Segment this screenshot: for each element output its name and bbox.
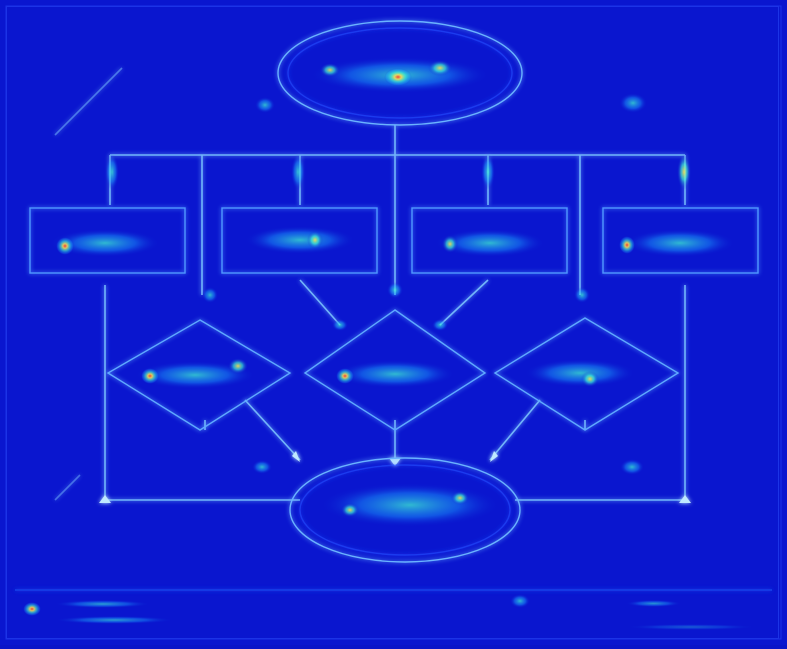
process-node-3 bbox=[411, 207, 568, 274]
edge-decor-top-left bbox=[54, 67, 123, 136]
heat-d1-warm bbox=[228, 358, 248, 374]
legend-item-2-heat bbox=[55, 616, 173, 624]
heat-junction-d2-right bbox=[432, 319, 448, 331]
heat-d1-band bbox=[135, 361, 255, 389]
heat-start-warm bbox=[428, 60, 452, 76]
edge-d3-end bbox=[489, 399, 541, 461]
heat-p1-band bbox=[50, 229, 160, 257]
arrowhead-right bbox=[679, 495, 691, 503]
footer-center-heat bbox=[510, 594, 530, 608]
edge-p2-d2 bbox=[299, 279, 341, 326]
heat-junction-d2-left bbox=[332, 319, 348, 331]
end-node bbox=[289, 457, 521, 563]
heat-p4-peak bbox=[619, 236, 635, 254]
heat-junction-right bbox=[574, 287, 590, 303]
arrowhead-d3-end bbox=[490, 451, 498, 462]
heat-edge-label-4 bbox=[677, 154, 691, 190]
heat-corner-bottom-left bbox=[252, 460, 272, 474]
heat-d2-peak bbox=[336, 368, 354, 384]
footer-right-bottom-heat bbox=[626, 624, 756, 630]
heat-p3-warm bbox=[442, 235, 458, 253]
heat-corner-bottom-right bbox=[620, 459, 644, 475]
heat-d3-band bbox=[525, 359, 635, 387]
legend bbox=[23, 594, 756, 630]
heat-d1-peak bbox=[141, 368, 159, 384]
heat-start-warm-2 bbox=[320, 63, 340, 77]
decision-node-1 bbox=[106, 319, 292, 431]
end-node-inner bbox=[299, 464, 511, 556]
edge-decor-bottom-left bbox=[54, 474, 81, 501]
heat-edge-label-3 bbox=[481, 154, 495, 190]
page-frame bbox=[5, 5, 782, 640]
process-node-4 bbox=[602, 207, 759, 274]
heat-corner-top-right bbox=[619, 93, 647, 113]
heat-p2-warm bbox=[307, 231, 323, 249]
heat-p3-band bbox=[435, 229, 545, 257]
arrowhead-left bbox=[99, 495, 111, 503]
footer-right-top-heat bbox=[626, 600, 681, 607]
heat-d3-warm bbox=[581, 371, 599, 387]
edge-p3-d2 bbox=[439, 279, 489, 326]
start-node bbox=[277, 20, 523, 126]
decision-node-3 bbox=[493, 317, 680, 431]
heat-p1-peak bbox=[56, 237, 74, 255]
heat-layer bbox=[50, 57, 735, 527]
start-node-inner bbox=[287, 27, 513, 119]
process-node-1 bbox=[29, 207, 186, 274]
heat-junction-left bbox=[202, 287, 218, 303]
heat-corner-top-left bbox=[255, 97, 275, 113]
arrowhead-center bbox=[389, 458, 401, 466]
heat-start-peak bbox=[384, 68, 412, 86]
heat-edge-label-2 bbox=[291, 154, 305, 190]
decision-node-2 bbox=[303, 309, 487, 431]
heat-edge-label-1 bbox=[105, 154, 119, 190]
heat-d2-band bbox=[335, 360, 455, 388]
legend-item-1-heat bbox=[55, 600, 150, 608]
process-node-2 bbox=[221, 207, 378, 274]
heat-p2-band bbox=[245, 226, 355, 254]
heat-junction-center bbox=[387, 282, 403, 298]
arrowhead-d1-end bbox=[292, 451, 300, 462]
legend-marker-icon bbox=[23, 602, 41, 616]
arrowheads-layer bbox=[99, 451, 691, 503]
heat-p4-band bbox=[625, 229, 735, 257]
edge-d1-end bbox=[244, 399, 301, 461]
heat-end-warm-2 bbox=[451, 491, 469, 505]
nodes-layer bbox=[29, 20, 759, 563]
heat-end-warm bbox=[341, 503, 359, 517]
